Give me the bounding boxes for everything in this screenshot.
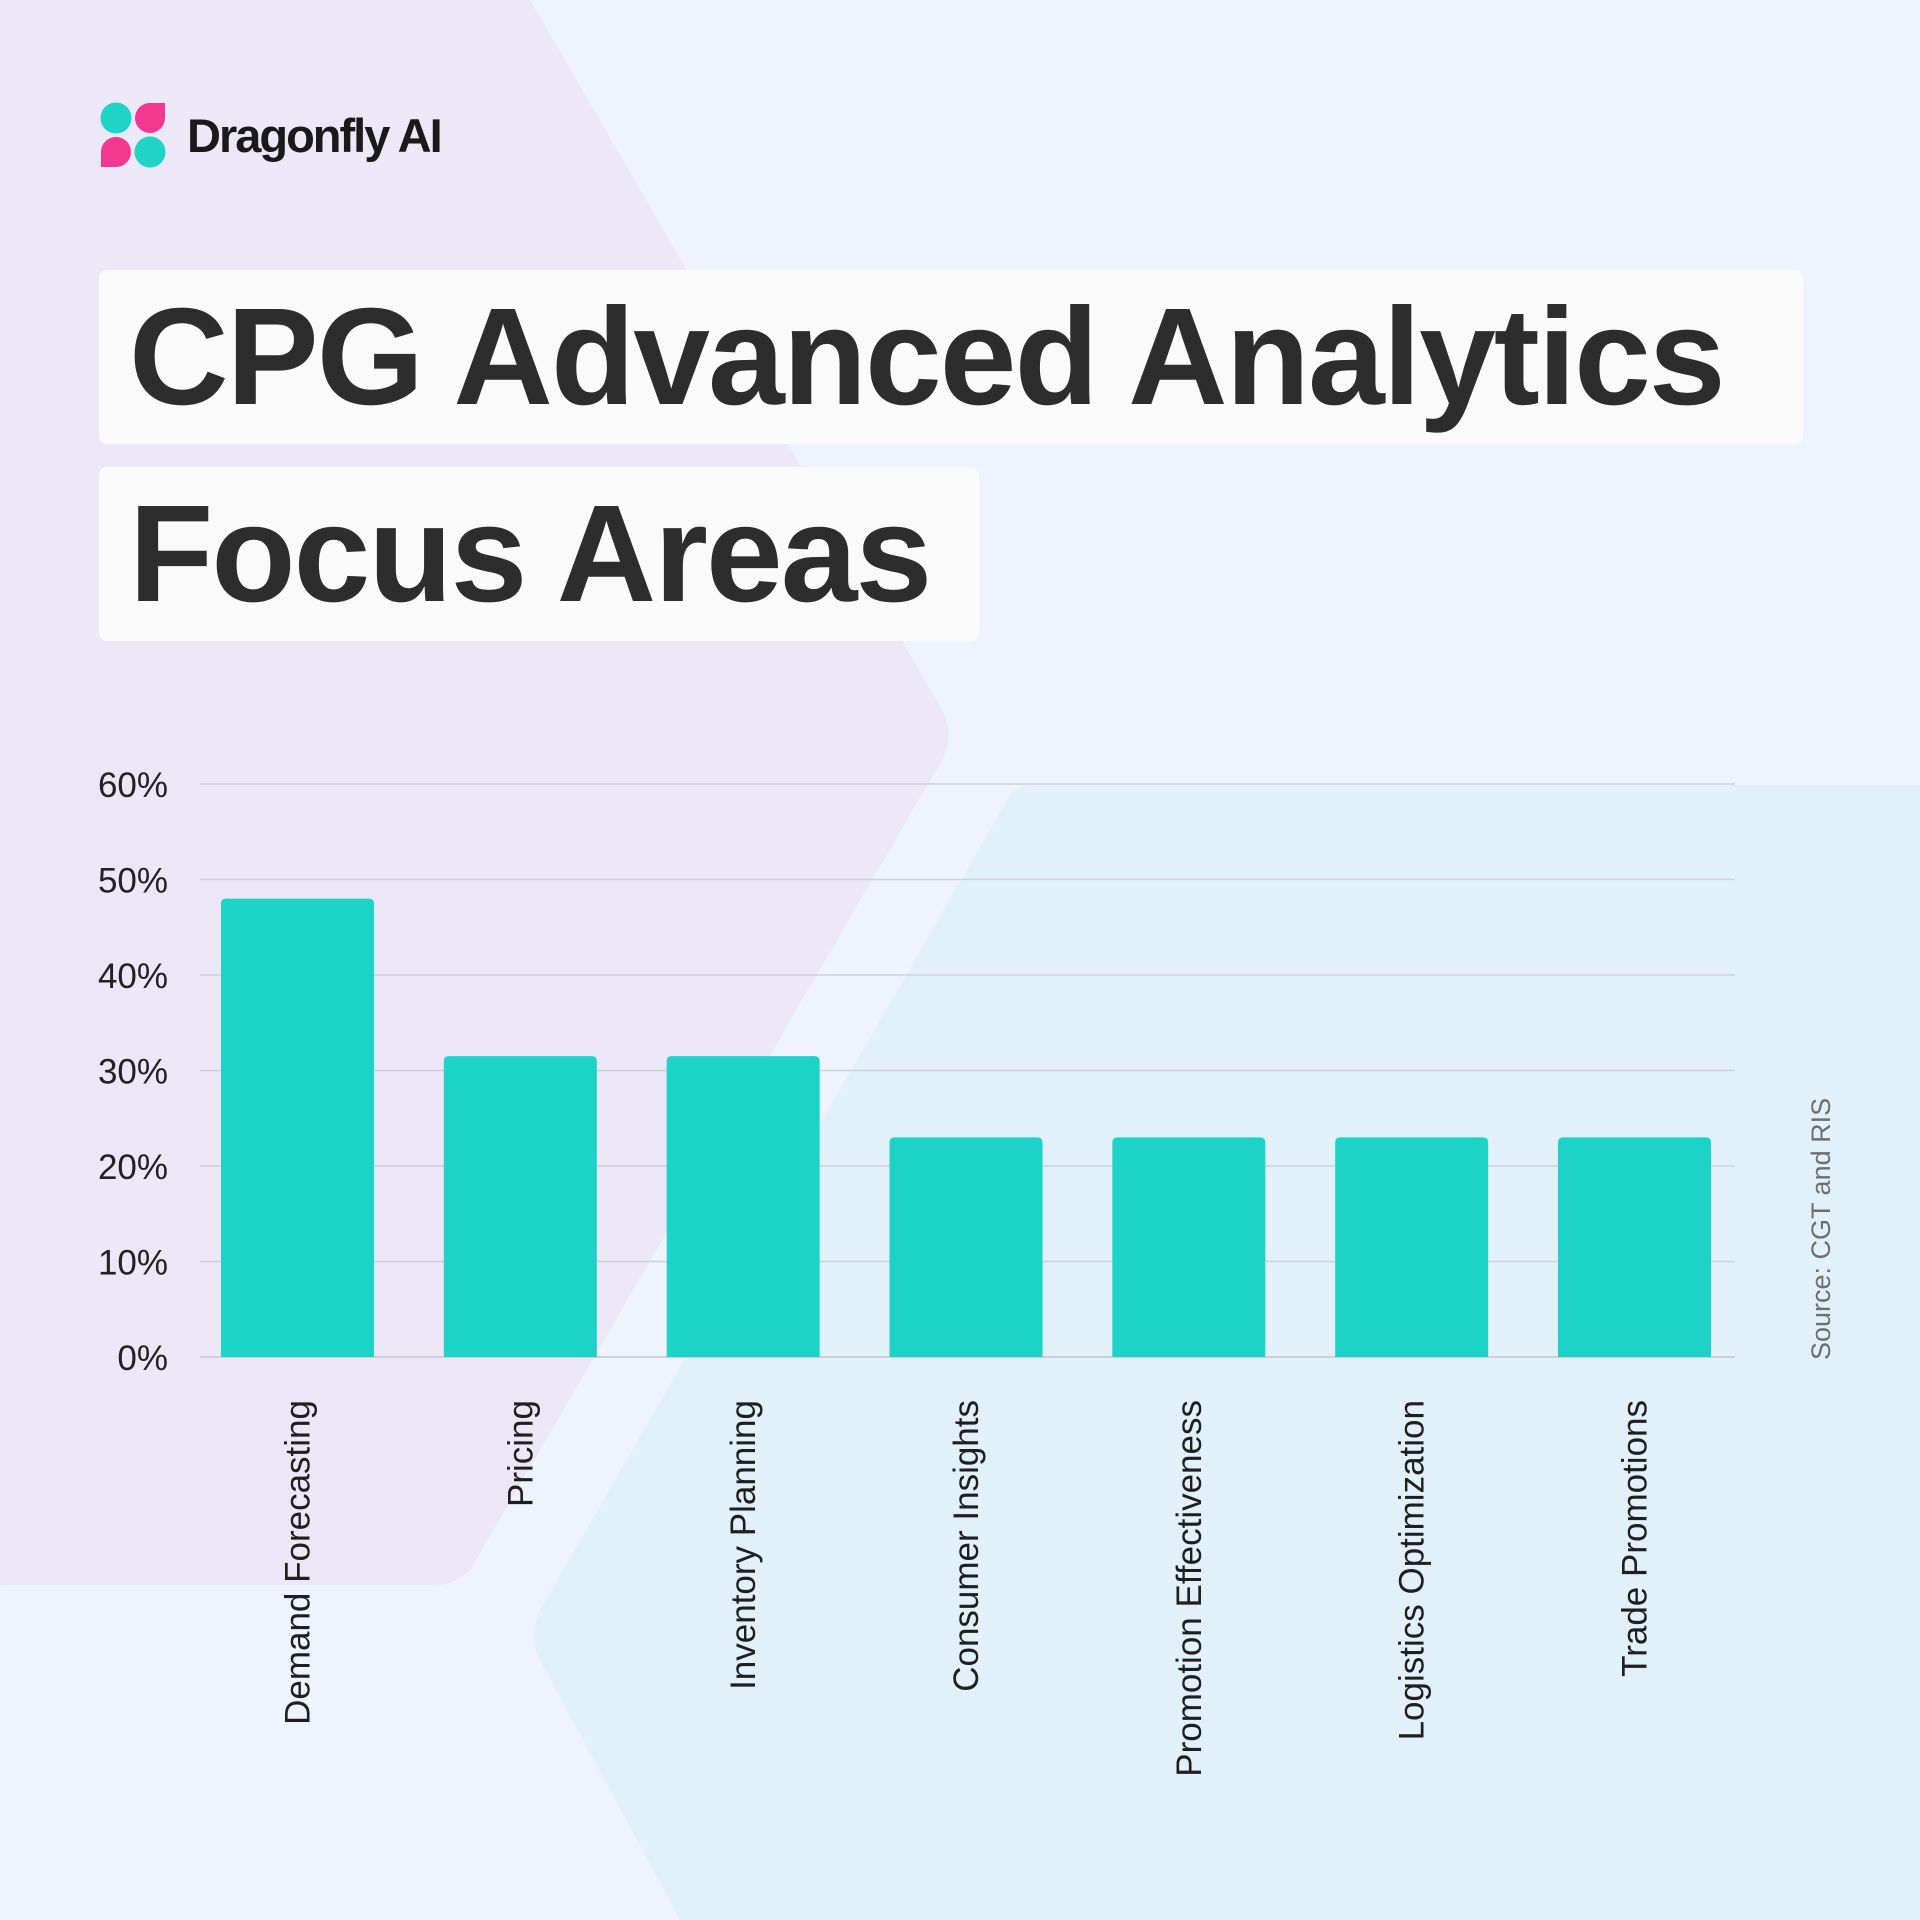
y-tick-label: 0% [117,1339,168,1378]
title-text-line-2: Focus Areas [129,477,932,631]
y-tick-label: 30% [98,1053,168,1092]
bars [221,898,1711,1357]
source-label: Source: CGT and RIS [1806,1098,1836,1360]
bar-trade-promotions [1558,1137,1711,1357]
bar-demand-forecasting [221,898,374,1357]
x-category-label: Inventory Planning [724,1400,763,1690]
x-category-label: Promotion Effectiveness [1170,1400,1209,1777]
y-tick-label: 20% [98,1148,168,1187]
y-axis-tick-labels: 0% 10% 20% 30% 40% 50% 60% [98,766,168,1378]
y-tick-label: 60% [98,766,168,805]
y-tick-label: 40% [98,957,168,996]
brand: Dragonfly AI [99,99,443,171]
title-line-1: CPG Advanced Analytics [99,270,1803,444]
x-category-label: Trade Promotions [1616,1400,1655,1677]
bar-promotion-effectiveness [1112,1137,1266,1357]
x-axis-category-labels: Demand Forecasting Pricing Inventory Plann… [279,1400,1655,1777]
title-line-2: Focus Areas [99,467,979,641]
bar-inventory-planning [666,1056,820,1357]
dragonfly-logo-icon [100,102,166,168]
x-category-label: Demand Forecasting [279,1400,318,1725]
title-text-line-1: CPG Advanced Analytics [129,280,1726,434]
x-category-label: Logistics Optimization [1393,1400,1432,1740]
x-category-label: Pricing [501,1400,540,1507]
y-tick-label: 50% [98,862,168,901]
bar-consumer-insights [889,1137,1043,1357]
bar-logistics-optimization [1335,1137,1489,1357]
y-tick-label: 10% [98,1244,168,1283]
x-category-label: Consumer Insights [947,1400,986,1692]
bar-pricing [443,1056,597,1357]
brand-name: Dragonfly AI [187,108,443,162]
